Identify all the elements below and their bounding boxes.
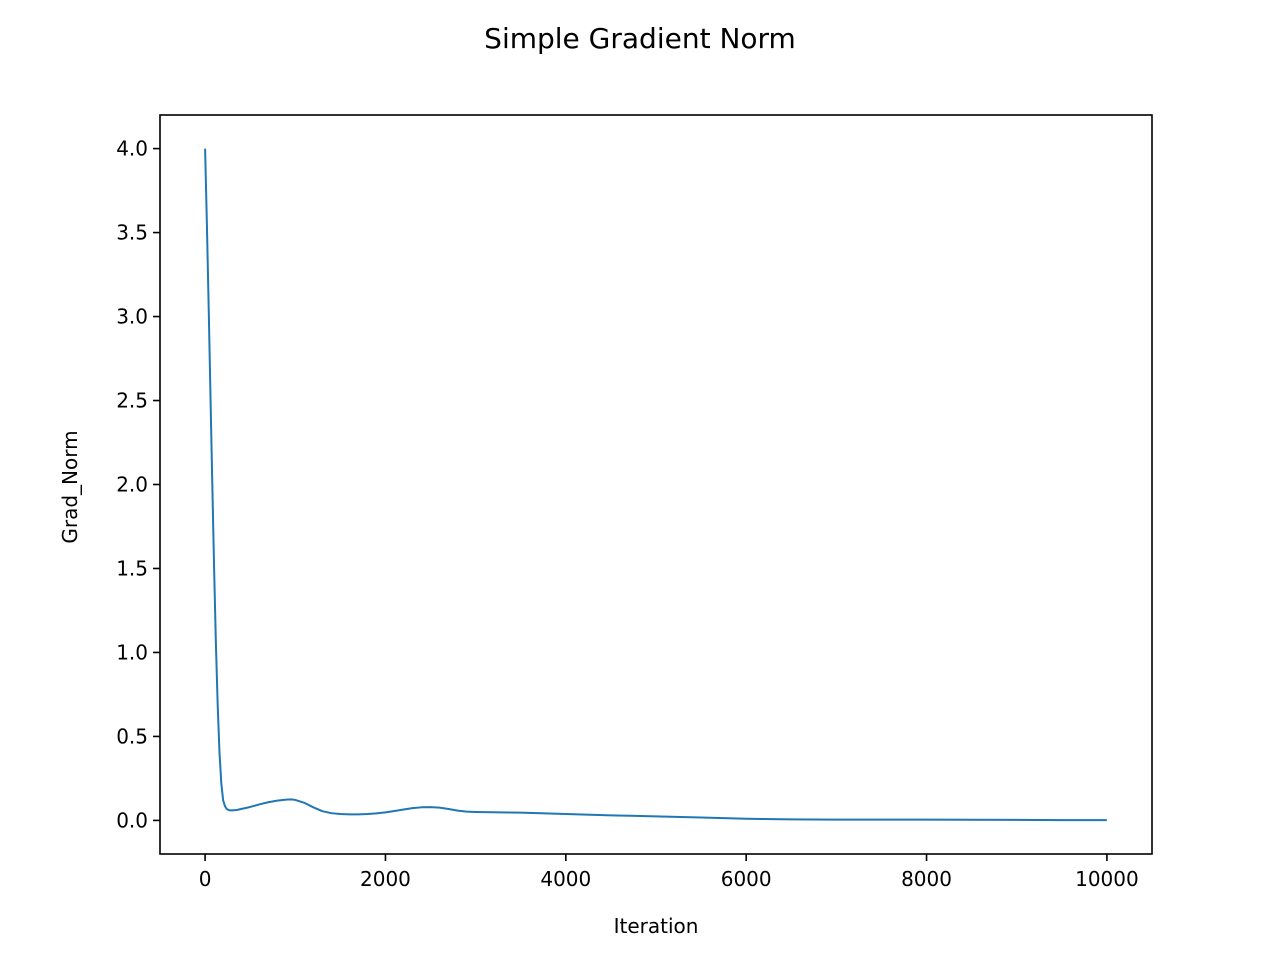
- series-line-0: [204, 148, 1107, 822]
- x-axis-label: Iteration: [614, 914, 699, 938]
- y-tick-label: 2.0: [116, 473, 148, 497]
- plot-frame: [159, 114, 1153, 855]
- x-tick-label: 6000: [721, 867, 772, 891]
- x-tick-label: 2000: [360, 867, 411, 891]
- x-tick-label: 8000: [901, 867, 952, 891]
- y-tick-label: 0.5: [116, 724, 148, 748]
- plot-area: 0 2000 4000 6000 8000 10000 0.0 0.5 1.0 1.5 2.0 2.5…: [116, 114, 1153, 891]
- y-tick-label: 0.0: [116, 808, 148, 832]
- y-tick-label: 3.0: [116, 305, 148, 329]
- y-tick-label: 1.0: [116, 640, 148, 664]
- chart-title: Simple Gradient Norm: [484, 22, 796, 55]
- y-tick-label: 3.5: [116, 221, 148, 245]
- y-tick-label: 2.5: [116, 389, 148, 413]
- x-tick-label: 4000: [540, 867, 591, 891]
- y-axis-label: Grad_Norm: [58, 430, 82, 543]
- y-tick-label: 4.0: [116, 137, 148, 161]
- x-tick-label: 10000: [1075, 867, 1139, 891]
- x-tick-label: 0: [199, 867, 212, 891]
- y-tick-label: 1.5: [116, 556, 148, 580]
